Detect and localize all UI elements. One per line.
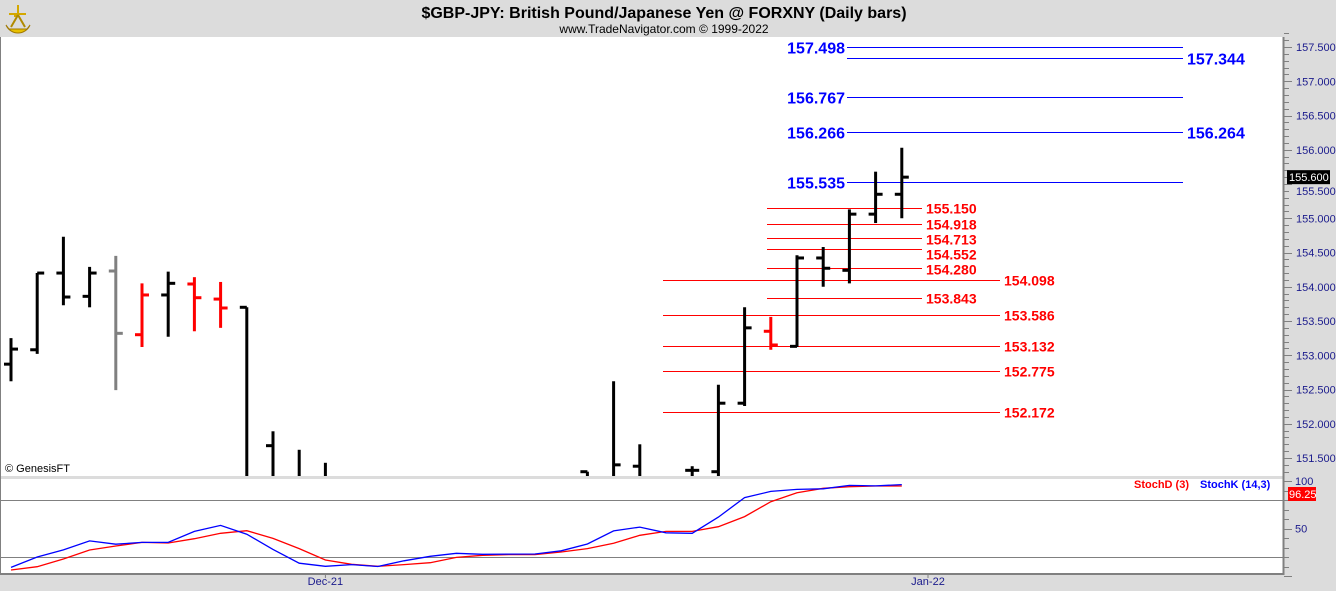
level-label: 157.344: [1187, 52, 1245, 69]
price-bar[interactable]: [135, 283, 149, 348]
stoch-tick-label: 50: [1295, 524, 1307, 536]
level-label: 153.586: [1004, 308, 1055, 324]
price-bar[interactable]: [266, 431, 275, 480]
level-label: 156.264: [1187, 126, 1245, 143]
price-bar[interactable]: [213, 281, 228, 328]
price-bar[interactable]: [842, 209, 857, 284]
last-price-marker: [1287, 170, 1330, 185]
price-tick-label: 152.000: [1296, 419, 1336, 431]
price-tick-label: 156.000: [1296, 145, 1336, 157]
last-price-label: 155.600: [1289, 172, 1329, 184]
price-panel[interactable]: [0, 37, 1283, 476]
price-bar[interactable]: [737, 307, 752, 406]
price-bar[interactable]: [711, 384, 726, 480]
stoch-tick-label: 100: [1295, 476, 1313, 488]
level-label: 155.535: [787, 176, 845, 193]
price-bar[interactable]: [82, 266, 97, 308]
price-tick-label: 151.500: [1296, 453, 1336, 465]
price-tick-label: 155.000: [1296, 213, 1336, 225]
chart-title: $GBP-JPY: British Pound/Japanese Yen @ F…: [421, 5, 906, 22]
date-tick-label: Jan-22: [911, 576, 945, 588]
price-bar[interactable]: [790, 255, 804, 348]
date-axis[interactable]: Dec-21 Jan-22: [308, 574, 945, 588]
level-label: 154.552: [926, 247, 977, 263]
level-label: 154.280: [926, 262, 977, 278]
stoch-last-label: 96.25: [1289, 489, 1317, 501]
legend-stoch-k: StochK (14,3): [1200, 479, 1271, 491]
stoch-k-line: [10, 483, 902, 569]
price-bar[interactable]: [580, 470, 589, 480]
sextant-logo: [5, 5, 31, 34]
level-label: 153.843: [926, 291, 977, 307]
level-label: 156.266: [787, 126, 845, 143]
price-bar[interactable]: [4, 338, 18, 382]
price-bar[interactable]: [685, 466, 700, 480]
level-label: 153.132: [1004, 339, 1055, 355]
levels-layer: 157.498 157.344 156.767 156.266 156.264 155.5…: [663, 41, 1245, 421]
price-bar[interactable]: [187, 277, 202, 332]
price-tick-label: 153.000: [1296, 350, 1336, 362]
price-tick-label: 153.500: [1296, 316, 1336, 328]
level-label: 152.775: [1004, 364, 1055, 380]
stoch-layer: StochD (3) StochK (14,3) 100 50 96.25: [0, 476, 1317, 577]
price-tick-label: 154.000: [1296, 282, 1336, 294]
level-label: 154.098: [1004, 273, 1055, 289]
level-label: 154.713: [926, 232, 977, 248]
price-bar[interactable]: [868, 171, 883, 224]
price-tick-label: 157.000: [1296, 76, 1336, 88]
price-tick-label: 156.500: [1296, 111, 1336, 123]
price-tick-label: 155.500: [1296, 186, 1336, 198]
price-bar[interactable]: [56, 236, 71, 306]
price-bars: [4, 147, 909, 480]
price-bar[interactable]: [612, 381, 621, 480]
price-bar[interactable]: [894, 147, 909, 219]
level-label: 156.767: [787, 91, 845, 108]
price-bar[interactable]: [763, 316, 778, 350]
price-bar[interactable]: [108, 255, 123, 391]
price-bar[interactable]: [239, 305, 249, 480]
price-tick-label: 157.500: [1296, 42, 1336, 54]
price-tick-label: 152.500: [1296, 385, 1336, 397]
level-label: 152.172: [1004, 405, 1055, 421]
copyright-label: © GenesisFT: [5, 463, 70, 475]
price-bar[interactable]: [30, 271, 45, 354]
stoch-last-marker: [1288, 487, 1316, 501]
price-tick-label: 154.500: [1296, 248, 1336, 260]
date-tick-label: Dec-21: [308, 576, 343, 588]
chart-subtitle: www.TradeNavigator.com © 1999-2022: [558, 22, 768, 36]
level-label: 157.498: [787, 41, 845, 58]
price-bar[interactable]: [632, 444, 642, 480]
price-axis[interactable]: 151.500 152.000 152.500 153.000 153.500 154.0…: [1284, 33, 1336, 473]
level-label: 155.150: [926, 201, 977, 217]
price-bar[interactable]: [161, 271, 176, 337]
legend-stoch-d: StochD (3): [1134, 479, 1189, 491]
level-label: 154.918: [926, 217, 977, 233]
price-bar[interactable]: [816, 247, 831, 287]
stoch-panel[interactable]: [0, 479, 1283, 573]
